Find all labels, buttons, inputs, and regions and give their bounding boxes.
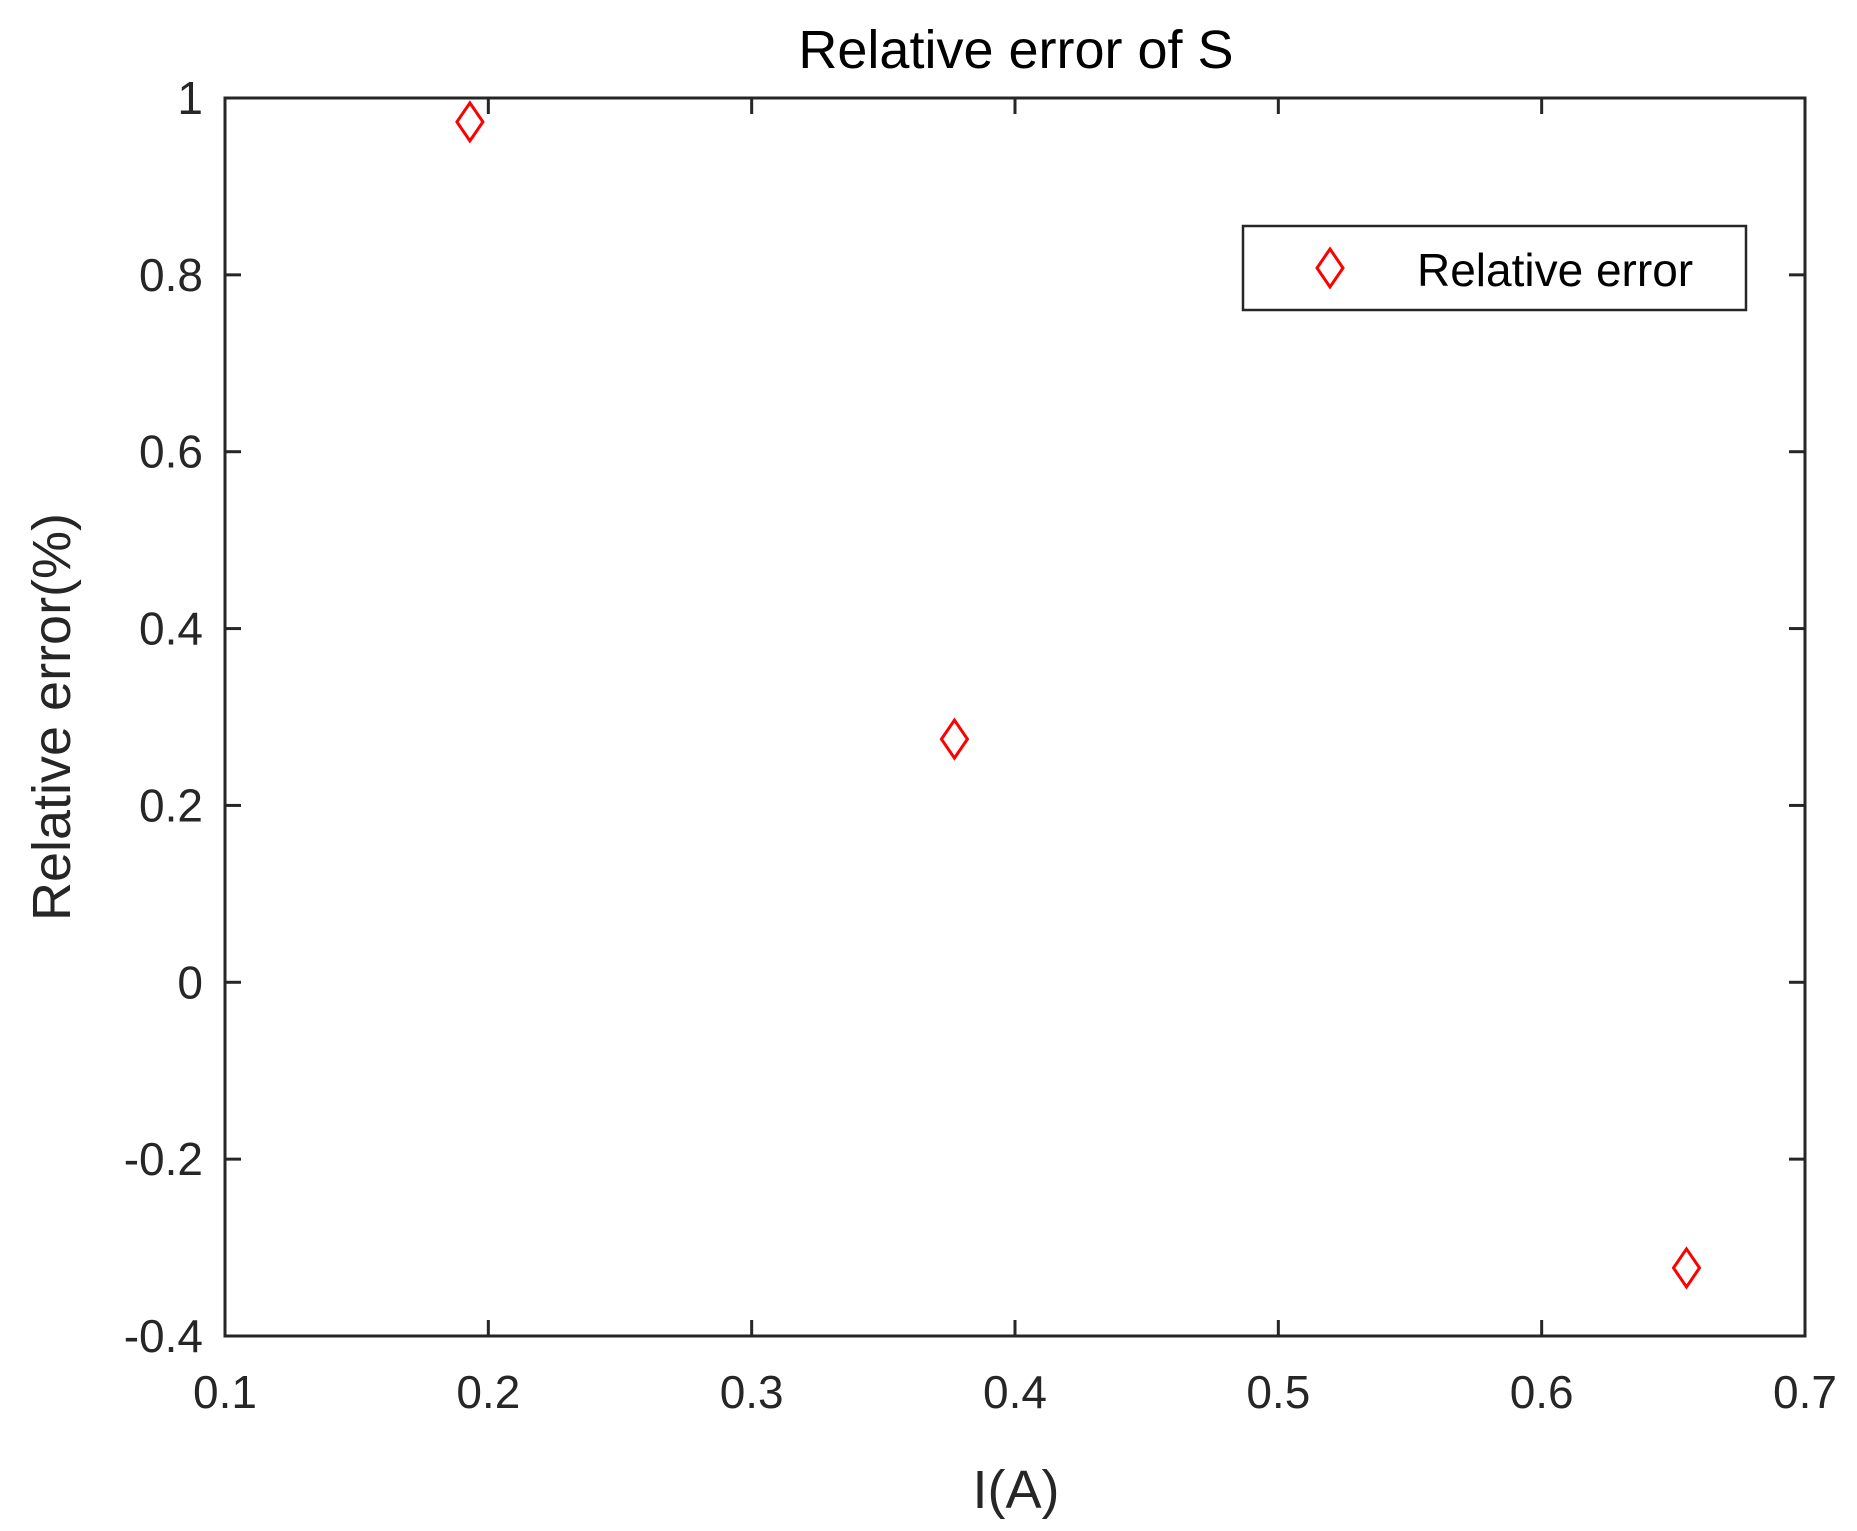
y-axis-title: Relative error(%) — [22, 513, 82, 921]
y-tick-label: 1 — [177, 72, 203, 124]
x-tick-label: 0.4 — [983, 1366, 1047, 1418]
legend-label: Relative error — [1417, 244, 1693, 296]
data-point-diamond — [455, 100, 485, 144]
series-markers — [455, 100, 1702, 1290]
data-point-diamond — [939, 717, 970, 761]
x-tick-label: 0.1 — [193, 1366, 257, 1418]
legend-marker-diamond-icon — [1315, 246, 1345, 290]
y-tick-label: 0.8 — [139, 249, 203, 301]
x-axis-title: I(A) — [973, 1460, 1060, 1520]
y-tick-label: 0.2 — [139, 779, 203, 831]
x-tick-label: 0.2 — [456, 1366, 520, 1418]
x-tick-labels: 0.1 0.2 0.3 0.4 0.5 0.6 0.7 — [193, 1366, 1837, 1418]
y-tick-labels: -0.4 -0.2 0 0.2 0.4 0.6 0.8 1 — [124, 72, 203, 1362]
x-tick-label: 0.5 — [1246, 1366, 1310, 1418]
x-tick-label: 0.6 — [1510, 1366, 1574, 1418]
x-tick-label: 0.7 — [1773, 1366, 1837, 1418]
legend-box — [1241, 224, 1748, 312]
x-tick-label: 0.3 — [720, 1366, 784, 1418]
chart-title: Relative error of S — [798, 20, 1233, 80]
axis-ticks — [223, 96, 1807, 1338]
y-tick-label: 0.6 — [139, 426, 203, 478]
legend: Relative error — [1241, 224, 1748, 312]
data-point-diamond — [1671, 1246, 1702, 1290]
y-tick-label: -0.2 — [124, 1133, 203, 1185]
y-tick-label: 0.4 — [139, 603, 203, 655]
y-tick-label: -0.4 — [124, 1310, 203, 1362]
y-tick-label: 0 — [177, 956, 203, 1008]
